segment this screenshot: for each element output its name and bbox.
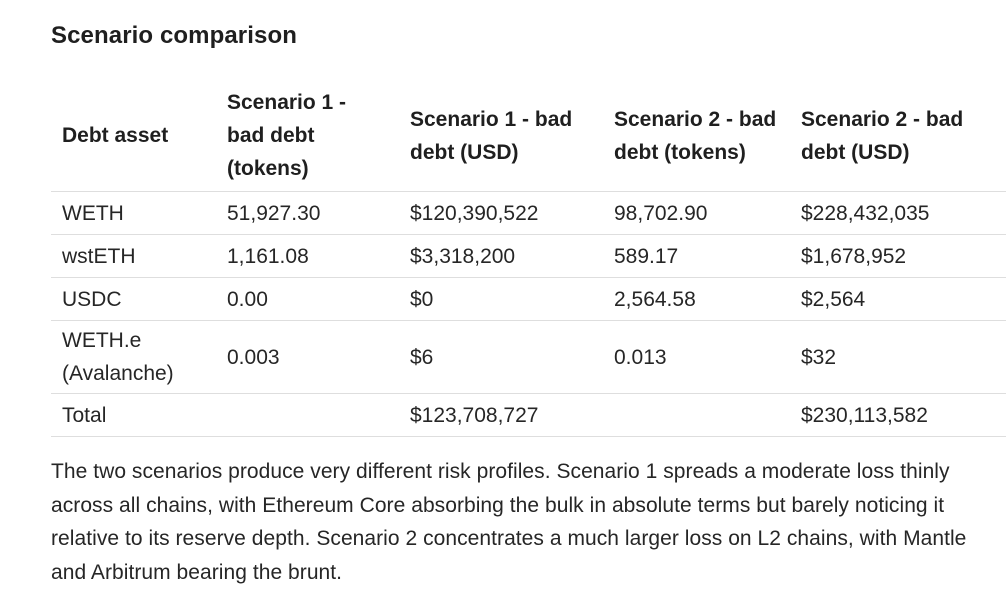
table-row: WETH 51,927.30 $120,390,522 98,702.90 $2… [51, 191, 1006, 235]
cell-s2-tokens: 0.013 [603, 320, 790, 394]
cell-s1-usd: $6 [399, 320, 603, 394]
scenario-comparison-table: Debt asset Scenario 1 - bad debt (tokens… [51, 80, 1006, 437]
cell-s1-usd: $0 [399, 277, 603, 321]
cell-s1-tokens: 1,161.08 [216, 234, 399, 278]
column-header-scenario1-tokens: Scenario 1 - bad debt (tokens) [216, 80, 399, 192]
cell-s2-usd: $32 [790, 320, 1006, 394]
cell-s2-usd: $228,432,035 [790, 191, 1006, 235]
cell-s1-usd: $123,708,727 [399, 393, 603, 437]
summary-paragraph: The two scenarios produce very different… [51, 460, 967, 584]
table-row: wstETH 1,161.08 $3,318,200 589.17 $1,678… [51, 234, 1006, 278]
section-heading: Scenario comparison [51, 22, 297, 49]
table-header-row: Debt asset Scenario 1 - bad debt (tokens… [51, 80, 1006, 192]
cell-s1-tokens [216, 393, 399, 437]
cell-s1-usd: $120,390,522 [399, 191, 603, 235]
cell-asset: Total [51, 393, 216, 437]
cell-s2-usd: $2,564 [790, 277, 1006, 321]
table-row: USDC 0.00 $0 2,564.58 $2,564 [51, 277, 1006, 321]
column-header-debt-asset: Debt asset [51, 80, 216, 192]
cell-s1-usd: $3,318,200 [399, 234, 603, 278]
cell-s2-tokens: 2,564.58 [603, 277, 790, 321]
table-row-total: Total $123,708,727 $230,113,582 [51, 393, 1006, 437]
cell-s2-tokens: 98,702.90 [603, 191, 790, 235]
cell-s2-tokens: 589.17 [603, 234, 790, 278]
column-header-scenario2-tokens: Scenario 2 - bad debt (tokens) [603, 80, 790, 192]
cell-s1-tokens: 51,927.30 [216, 191, 399, 235]
cell-s1-tokens: 0.00 [216, 277, 399, 321]
table-row: WETH.e (Avalanche) 0.003 $6 0.013 $32 [51, 320, 1006, 394]
cell-s2-usd: $230,113,582 [790, 393, 1006, 437]
cell-asset: wstETH [51, 234, 216, 278]
cell-asset: WETH [51, 191, 216, 235]
column-header-scenario1-usd: Scenario 1 - bad debt (USD) [399, 80, 603, 192]
cell-asset: USDC [51, 277, 216, 321]
cell-asset: WETH.e (Avalanche) [51, 320, 216, 394]
column-header-scenario2-usd: Scenario 2 - bad debt (USD) [790, 80, 1006, 192]
cell-s1-tokens: 0.003 [216, 320, 399, 394]
cell-s2-tokens [603, 393, 790, 437]
cell-s2-usd: $1,678,952 [790, 234, 1006, 278]
